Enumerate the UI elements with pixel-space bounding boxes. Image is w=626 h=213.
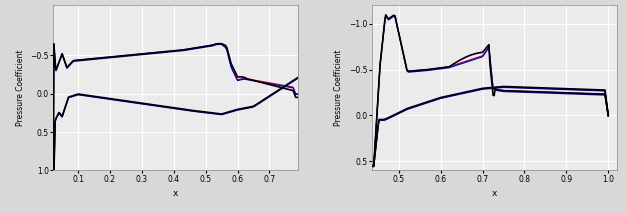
X-axis label: x: x bbox=[173, 189, 178, 198]
Y-axis label: Pressure Coefficient: Pressure Coefficient bbox=[334, 50, 344, 126]
X-axis label: x: x bbox=[491, 189, 497, 198]
Y-axis label: Pressure Coefficient: Pressure Coefficient bbox=[16, 50, 25, 126]
